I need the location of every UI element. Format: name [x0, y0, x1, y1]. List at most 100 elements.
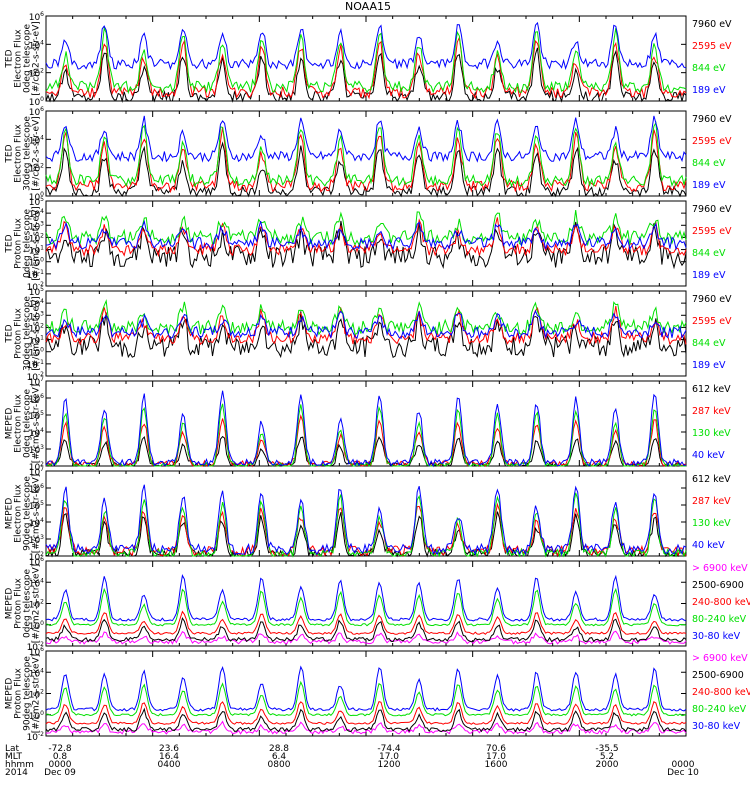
legend-entry: 30-80 keV	[692, 631, 741, 642]
legend-entry: 189 eV	[692, 180, 726, 191]
legend-entry: 40 keV	[692, 450, 725, 461]
time-axis-value: Dec 09	[44, 768, 76, 778]
series-line-2	[45, 707, 687, 733]
time-axis-row-label: hhmm	[5, 760, 34, 770]
legend-entry: 189 eV	[692, 360, 726, 371]
y-axis-label: MEPEDProton Flux90deg telescope[#/cm2-s-…	[5, 654, 42, 733]
time-axis-value: 1200	[378, 760, 401, 770]
y-tick-label: 101	[29, 245, 44, 257]
legend-entry: 7960 eV	[692, 114, 732, 125]
series-line-3	[45, 121, 687, 188]
series-line-2	[45, 217, 687, 258]
y-axis-label: TEDProton Flux30deg telescope[#/cm2-s-st…	[5, 296, 42, 371]
time-axis-value: 0.8	[53, 752, 68, 762]
time-axis-value: 6.4	[272, 752, 287, 762]
series-line-1	[45, 220, 687, 270]
y-axis-label: MEPEDElectron Flux0deg telescope[#/cm2-s…	[5, 384, 42, 463]
series-line-1	[45, 311, 687, 359]
legend-entry: 2500-6900	[692, 580, 744, 591]
series-line-4	[45, 219, 687, 251]
series-line-3	[45, 700, 687, 725]
time-axis-value: 0000	[672, 760, 695, 770]
y-tick-label: 105	[29, 196, 44, 208]
legend-entry: 2595 eV	[692, 316, 732, 327]
series-line-4	[45, 21, 687, 71]
series-line-4	[45, 390, 687, 468]
legend-entry: 189 eV	[692, 85, 726, 96]
time-axis-value: 17.0	[486, 752, 506, 762]
legend-entry: 80-240 keV	[692, 614, 747, 625]
legend-entry: 130 keV	[692, 428, 731, 439]
series-line-4	[45, 680, 687, 717]
legend-entry: > 6900 keV	[692, 563, 748, 574]
time-axis-value: 23.6	[159, 744, 179, 754]
series-line-2	[45, 414, 687, 468]
time-axis-value: Dec 10	[667, 768, 699, 778]
legend-entry: 612 keV	[692, 474, 731, 485]
series-line-5	[45, 573, 687, 622]
y-axis-label: TEDElectron Flux30deg telescope[#/cm2-s-…	[5, 116, 42, 191]
time-axis-value: 5.2	[600, 752, 614, 762]
y-tick-label: 106	[29, 11, 44, 23]
legend-entry: 130 keV	[692, 518, 731, 529]
legend-entry: 844 eV	[692, 158, 726, 169]
time-axis-row-label: 2014	[5, 768, 28, 778]
series-line-3	[45, 610, 687, 635]
time-axis-value: 70.6	[486, 744, 506, 754]
time-axis-value: -72.8	[48, 744, 72, 754]
time-axis-value: 16.4	[159, 752, 179, 762]
y-axis-label: MEPEDProton Flux0deg telescope[#/cm2-s-s…	[5, 564, 42, 643]
series-line-3	[45, 492, 687, 558]
legend-entry: 7960 eV	[692, 19, 732, 30]
legend-entry: 2500-6900	[692, 670, 744, 681]
legend-entry: 30-80 keV	[692, 721, 741, 732]
time-axis-value: 17.0	[379, 752, 399, 762]
legend-entry: 2595 eV	[692, 136, 732, 147]
legend-entry: 7960 eV	[692, 294, 732, 305]
legend-entry: 2595 eV	[692, 41, 732, 52]
series-line-3	[45, 298, 687, 337]
y-axis-label: MEPEDElectron Flux90deg telescope[#/cm2-…	[5, 474, 42, 553]
series-line-4	[45, 484, 687, 557]
time-axis-value: -74.4	[377, 744, 401, 754]
legend-entry: 844 eV	[692, 63, 726, 74]
legend-entry: 240-800 keV	[692, 687, 750, 698]
series-line-2	[45, 306, 687, 346]
time-axis-value: 28.8	[269, 744, 289, 754]
time-axis-row-label: MLT	[5, 752, 23, 762]
legend-entry: 189 eV	[692, 270, 726, 281]
series-line-3	[45, 403, 686, 468]
time-axis-value: 0000	[49, 760, 72, 770]
time-axis-value: 0800	[268, 760, 291, 770]
legend-entry: 2595 eV	[692, 226, 732, 237]
legend-entry: 240-800 keV	[692, 597, 750, 608]
time-axis-value: 2000	[596, 760, 619, 770]
time-axis-value: -35.5	[595, 744, 618, 754]
legend-entry: 844 eV	[692, 338, 726, 349]
series-line-3	[45, 26, 687, 95]
time-axis-value: 0400	[158, 760, 181, 770]
series-line-3	[45, 210, 687, 247]
y-axis-label: TEDElectron Flux0deg telescope[#/cm2-s-s…	[5, 21, 42, 96]
legend-entry: 80-240 keV	[692, 704, 747, 715]
panel-frame	[45, 380, 687, 467]
series-line-5	[45, 665, 687, 712]
y-axis-label: TEDProton Flux0deg telescope[#/cm2-s-str…	[5, 206, 42, 281]
legend-entry: 287 keV	[692, 496, 731, 507]
series-line-1	[45, 720, 687, 735]
legend-entry: > 6900 keV	[692, 653, 748, 664]
legend-entry: 612 keV	[692, 384, 731, 395]
series-line-1	[45, 630, 687, 645]
series-line-2	[45, 616, 687, 643]
